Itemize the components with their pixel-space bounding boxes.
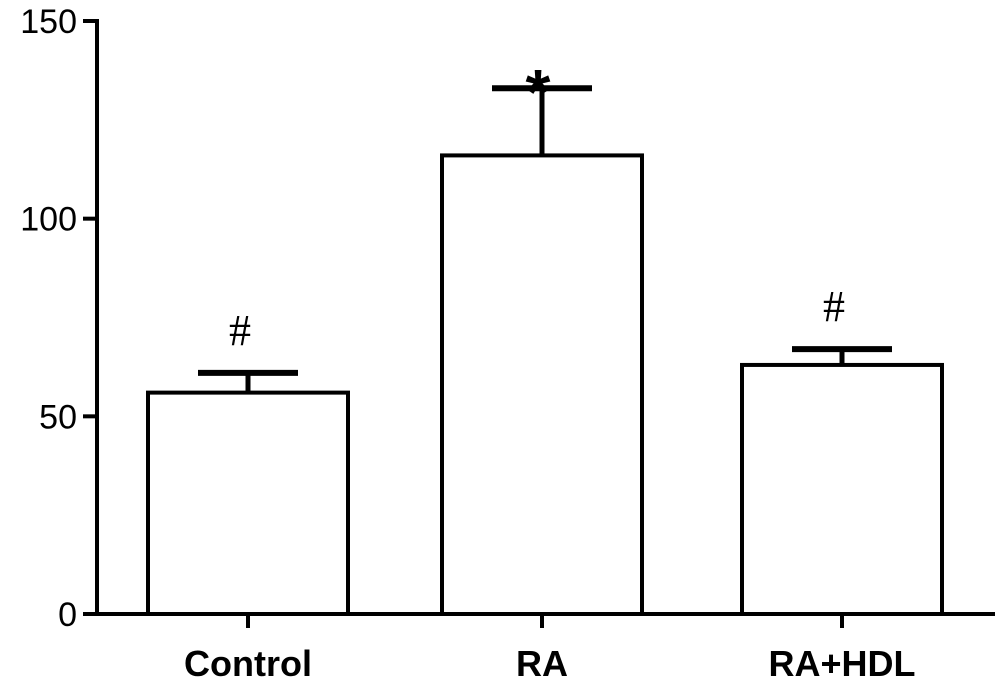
y-tick-label: 150 <box>20 3 77 41</box>
x-tick-label: RA+HDL <box>768 643 915 684</box>
significance-marker: # <box>823 282 845 331</box>
significance-marker: * <box>526 56 551 128</box>
x-tick-label: RA <box>516 643 568 684</box>
y-tick-label: 0 <box>58 596 77 634</box>
bar <box>148 393 348 614</box>
y-tick-label: 100 <box>20 201 77 239</box>
y-tick-label: 50 <box>39 398 77 436</box>
bar <box>442 155 642 614</box>
bars <box>148 88 942 614</box>
x-tick-label: Control <box>184 643 312 684</box>
bar <box>742 365 942 614</box>
significance-marker: # <box>229 306 251 355</box>
